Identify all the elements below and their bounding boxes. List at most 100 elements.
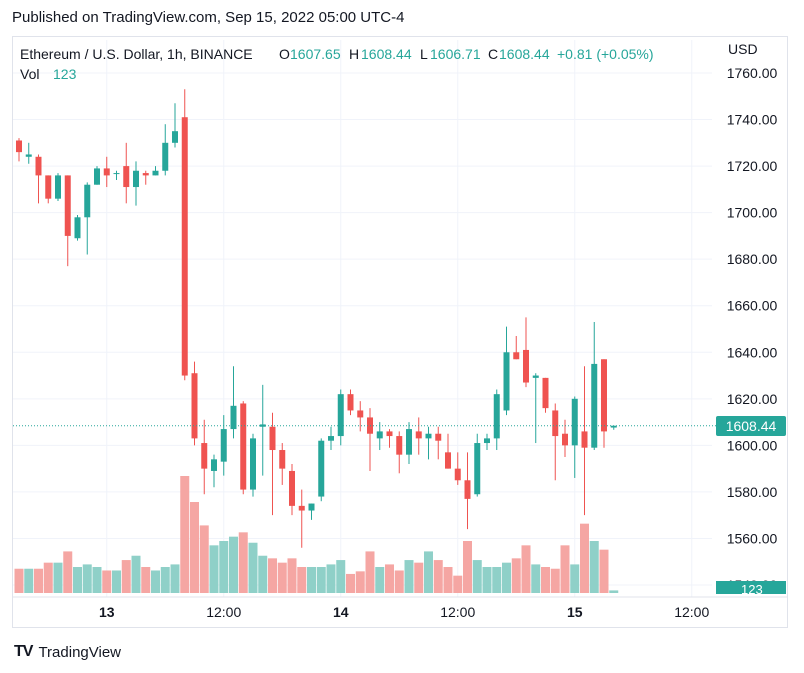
volume-bar <box>287 558 297 593</box>
volume-bar <box>463 541 472 593</box>
candle-body <box>240 403 247 490</box>
ohlc-l-value: 1606.71 <box>430 46 481 62</box>
y-tick-label: 1680.00 <box>727 251 778 267</box>
candle-body <box>591 363 598 448</box>
candle-body <box>55 175 61 199</box>
candle-body <box>133 170 139 188</box>
volume-bar <box>521 545 531 593</box>
volume-bar <box>34 568 43 593</box>
candle-body <box>493 394 500 439</box>
volume-layer <box>14 476 619 593</box>
axis-layer: 1540.001560.001580.001600.001620.001640.… <box>13 65 787 620</box>
candle-body <box>503 352 510 411</box>
volume-bar <box>550 568 560 593</box>
candle-body <box>435 433 442 441</box>
volume-bar <box>433 560 443 593</box>
tradingview-logo-text: TradingView <box>38 643 121 661</box>
volume-bar <box>209 545 219 593</box>
volume-bar <box>238 532 248 593</box>
candle-body <box>211 459 217 471</box>
candle-body <box>250 438 256 490</box>
volume-bar <box>151 570 160 593</box>
volume-bar <box>511 558 521 593</box>
ohlc-o-value: 1607.65 <box>290 46 341 62</box>
volume-bar <box>560 545 570 593</box>
chart-header: Ethereum / U.S. Dollar, 1h, BINANCE O 16… <box>20 41 758 82</box>
volume-bar <box>24 568 34 593</box>
candle-body <box>386 431 393 437</box>
candle-body <box>532 375 539 378</box>
volume-bar <box>580 523 589 593</box>
candle-body <box>289 470 295 506</box>
volume-bar <box>277 562 287 593</box>
volume-bar <box>453 575 463 593</box>
candle-body <box>162 142 169 171</box>
tradingview-logo-icon: TV <box>14 643 33 660</box>
y-tick-label: 1580.00 <box>727 484 778 500</box>
volume-bar <box>346 573 355 593</box>
candle-body <box>425 433 432 439</box>
volume-bar <box>180 476 190 593</box>
volume-bar <box>502 562 511 593</box>
candle-body <box>328 436 334 441</box>
candle-body <box>571 398 578 446</box>
tradingview-logo[interactable]: TV TradingView <box>14 643 121 661</box>
volume-bar <box>492 567 502 593</box>
ohlc-o-label: O <box>279 46 290 62</box>
volume-bar <box>53 562 63 593</box>
y-tick-label: 1560.00 <box>727 530 778 546</box>
candle-body <box>103 168 110 176</box>
volume-bar <box>112 570 121 593</box>
candle-body <box>298 505 305 511</box>
volume-bar <box>82 564 92 593</box>
candle-body <box>191 373 198 439</box>
candle-body <box>84 184 91 218</box>
ohlc-h-value: 1608.44 <box>361 46 412 62</box>
x-tick-label: 13 <box>99 604 115 620</box>
candle-body <box>16 140 22 153</box>
symbol-title: Ethereum / U.S. Dollar, 1h, BINANCE <box>20 46 253 62</box>
volume-bar <box>190 502 199 593</box>
candle-body <box>484 438 490 444</box>
x-tick-label: 14 <box>333 604 349 620</box>
volume-bar <box>92 567 102 593</box>
candle-body <box>25 154 32 157</box>
candle-body <box>181 117 188 376</box>
volume-bar <box>375 567 385 593</box>
volume-bar <box>443 567 453 593</box>
candle-body <box>308 503 315 511</box>
candle-body <box>347 394 354 411</box>
volume-bar <box>385 564 394 593</box>
volume-bar <box>472 560 482 593</box>
candle-body <box>562 433 568 446</box>
ohlc-change: +0.81 (+0.05%) <box>557 46 654 62</box>
candle-body <box>220 429 227 462</box>
volume-bar <box>355 571 365 593</box>
candle-body <box>201 443 208 469</box>
volume-bar <box>609 590 619 593</box>
candle-body <box>142 173 149 176</box>
volume-tag-text: 123 <box>741 582 763 597</box>
volume-bar <box>599 549 609 593</box>
candle-body <box>464 480 471 499</box>
volume-bar <box>326 564 336 593</box>
volume-bar <box>297 567 307 593</box>
y-tick-label: 1760.00 <box>727 65 778 81</box>
candle-body <box>94 168 100 185</box>
volume-bar <box>199 525 209 593</box>
volume-bar <box>424 551 433 593</box>
last-price-tag-text: 1608.44 <box>726 418 777 434</box>
candle-body <box>318 440 325 497</box>
volume-bar <box>316 567 326 593</box>
candle-body <box>152 170 159 176</box>
candle-body <box>474 443 481 495</box>
ohlc-h-label: H <box>349 46 359 62</box>
volume-bar <box>102 570 112 593</box>
x-tick-label: 12:00 <box>440 604 475 620</box>
candle-body <box>230 405 237 430</box>
candle-body <box>542 377 549 409</box>
candle-body <box>279 450 286 469</box>
volume-bar <box>268 558 277 593</box>
ohlc-l-label: L <box>420 46 428 62</box>
